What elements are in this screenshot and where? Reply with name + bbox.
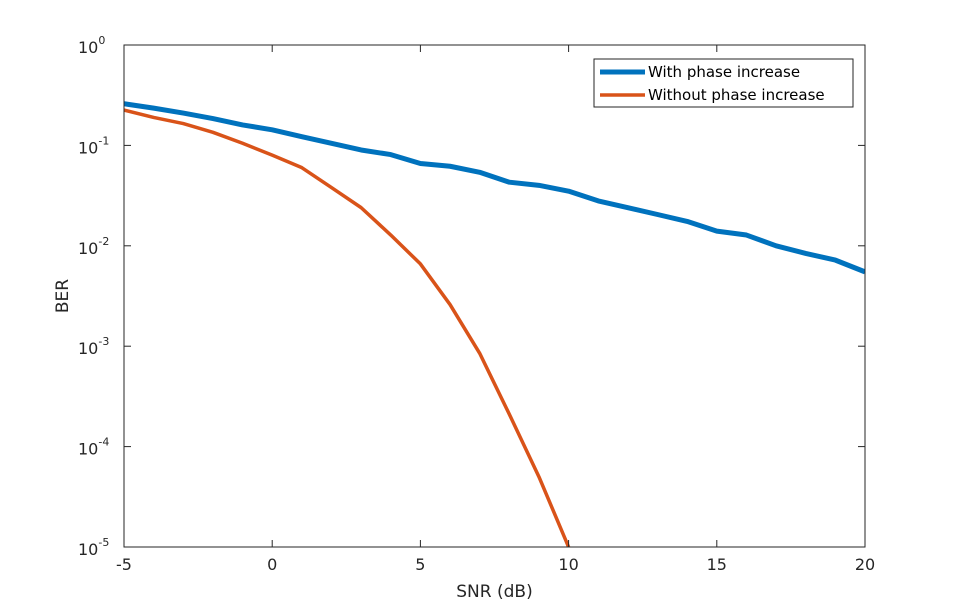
x-tick-label: 20 [855,555,875,574]
x-axis-label: SNR (dB) [456,582,532,602]
x-axis-ticks: -5 0 5 10 15 20 [116,45,875,574]
legend-entry-label: With phase increase [648,63,800,81]
x-tick-label: 15 [707,555,727,574]
y-axis-label: BER [53,279,73,313]
series-layer [124,101,865,547]
x-tick-label: 0 [267,555,277,574]
y-tick-label: 10-3 [78,335,109,358]
series-line-1 [124,101,865,275]
x-tick-label: -5 [116,555,132,574]
y-tick-label: 10-5 [78,536,109,559]
legend: With phase increase Without phase increas… [593,58,854,108]
plot-frame [123,44,866,548]
x-tick-label: 5 [415,555,425,574]
y-tick-label: 10-1 [78,134,109,157]
y-tick-label: 10-2 [78,235,109,258]
legend-box [593,58,854,108]
y-tick-label: 100 [78,34,105,57]
y-tick-label: 10-4 [78,436,109,459]
x-tick-label: 10 [558,555,578,574]
series-line-2 [124,108,571,547]
legend-entry-label: Without phase increase [648,86,825,104]
plot-background [124,45,865,547]
y-axis-ticks: 10-5 10-4 10-3 10-2 10-1 100 [78,34,865,559]
